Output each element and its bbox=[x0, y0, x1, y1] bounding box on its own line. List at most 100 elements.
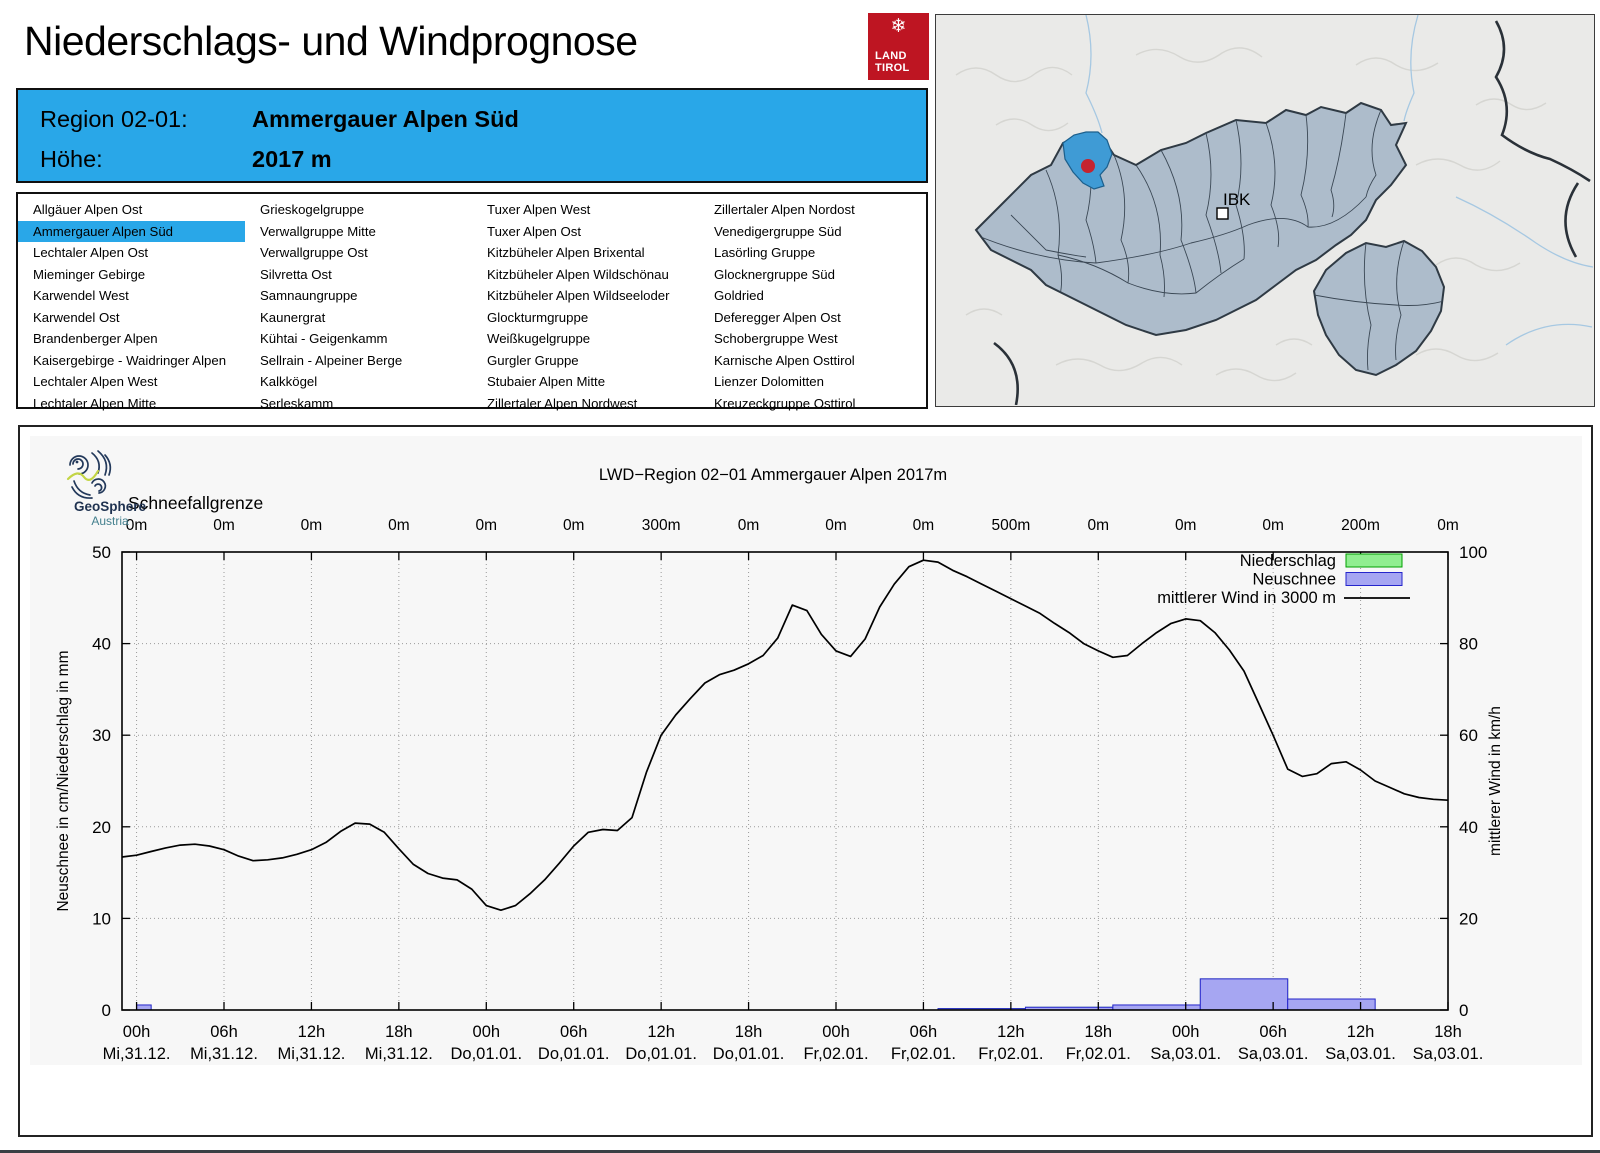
region-list-item[interactable]: Allgäuer Alpen Ost bbox=[33, 202, 143, 217]
snowline-value: 0m bbox=[825, 517, 847, 534]
x-date-label: Fr,02.01. bbox=[1066, 1045, 1131, 1063]
region-list-item[interactable]: Zillertaler Alpen Nordost bbox=[714, 202, 855, 217]
region-list-item[interactable]: Zillertaler Alpen Nordwest bbox=[487, 395, 638, 411]
altitude-label: Höhe: bbox=[40, 146, 103, 172]
region-list-item[interactable]: Kaisergebirge - Waidringer Alpen bbox=[33, 352, 227, 368]
region-list-item[interactable]: Deferegger Alpen Ost bbox=[714, 309, 841, 325]
region-list-item[interactable]: Venedigergruppe Süd bbox=[714, 223, 842, 239]
land-tirol-label: LAND TIROL bbox=[875, 50, 910, 74]
snowline-value: 0m bbox=[563, 517, 585, 534]
river-lines bbox=[1085, 15, 1593, 346]
chart-background bbox=[30, 436, 1582, 1065]
x-date-label: Sa,03.01. bbox=[1238, 1045, 1309, 1063]
neuschnee-bar bbox=[1287, 998, 1376, 1011]
x-date-label: Do,01.01. bbox=[451, 1045, 523, 1063]
country-border bbox=[993, 20, 1591, 405]
x-date-label: Sa,03.01. bbox=[1325, 1045, 1396, 1063]
region-list-item[interactable]: Mieminger Gebirge bbox=[33, 266, 146, 282]
land-tirol-logo: ❄ LAND TIROL bbox=[868, 13, 929, 80]
region-list-item[interactable]: Kitzbüheler Alpen Wildschönau bbox=[487, 266, 669, 282]
east-tirol-shape bbox=[1312, 239, 1446, 377]
region-list-item[interactable]: Goldried bbox=[714, 288, 764, 303]
region-list-item-selected[interactable]: Ammergauer Alpen Süd bbox=[18, 220, 245, 242]
region-list-item[interactable]: Kühtai - Geigenkamm bbox=[260, 331, 388, 346]
y-tick-label: 40 bbox=[92, 635, 111, 654]
region-list-item[interactable]: Gurgler Gruppe bbox=[487, 352, 579, 368]
x-hour-label: 06h bbox=[910, 1023, 938, 1041]
y2-tick-label: 80 bbox=[1459, 635, 1478, 654]
region-list-item[interactable]: Lasörling Gruppe bbox=[714, 245, 816, 260]
x-date-label: Fr,02.01. bbox=[803, 1045, 868, 1063]
region-list-item[interactable]: Kaunergrat bbox=[260, 309, 326, 325]
region-list-item[interactable]: Serleskamm bbox=[260, 395, 334, 411]
legend-label: Niederschlag bbox=[1240, 552, 1336, 570]
region-list-item[interactable]: Kalkkögel bbox=[260, 374, 318, 389]
snowline-value: 0m bbox=[476, 517, 498, 534]
legend-label: Neuschnee bbox=[1253, 571, 1336, 589]
region-list-item[interactable]: Sellrain - Alpeiner Berge bbox=[260, 352, 403, 368]
region-list-item[interactable]: Brandenberger Alpen bbox=[33, 331, 158, 346]
plot-frame bbox=[121, 551, 1449, 1011]
x-hour-label: 00h bbox=[822, 1023, 850, 1041]
y-tick-label: 20 bbox=[92, 818, 111, 837]
x-date-label: Mi,31.12. bbox=[190, 1045, 258, 1063]
x-date-label: Mi,31.12. bbox=[103, 1045, 171, 1063]
region-header: Region 02-01: Ammergauer Alpen Süd Höhe:… bbox=[16, 88, 928, 183]
snowline-value: 0m bbox=[388, 517, 410, 534]
x-date-label: Mi,31.12. bbox=[277, 1045, 345, 1063]
region-list-item[interactable]: Karwendel Ost bbox=[33, 309, 120, 325]
x-date-label: Sa,03.01. bbox=[1413, 1045, 1484, 1063]
x-hour-label: 06h bbox=[560, 1023, 588, 1041]
forecast-chart: 0 10 20 30 40 50 0 20 40 60 80 100 00h Mi,31.12. 0m 06h… bbox=[30, 436, 1582, 1065]
x-hour-label: 18h bbox=[735, 1023, 763, 1041]
region-list-item[interactable]: Kreuzeckgruppe Osttirol bbox=[714, 395, 856, 411]
snowflake-icon: ❄ bbox=[890, 16, 907, 37]
snowline-axis-label: Schneefallgrenze bbox=[128, 493, 263, 513]
y-tick-label: 50 bbox=[92, 543, 111, 562]
y-tick-label: 10 bbox=[92, 909, 111, 928]
region-list-item[interactable]: Grieskogelgruppe bbox=[260, 202, 365, 217]
x-hour-label: 00h bbox=[473, 1023, 501, 1041]
region-list-item[interactable]: Glocknergruppe Süd bbox=[714, 266, 835, 282]
region-list-item[interactable]: Verwallgruppe Mitte bbox=[260, 223, 376, 239]
y2-axis-title: mittlerer Wind in km/h bbox=[1487, 706, 1504, 856]
snowline-value: 0m bbox=[913, 517, 935, 534]
y-axis-title: Neuschnee in cm/Niederschlag in mm bbox=[55, 650, 72, 911]
region-list-column: Tuxer Alpen West Tuxer Alpen Ost Kitzbühel… bbox=[472, 199, 699, 414]
region-list-item[interactable]: Lechtaler Alpen West bbox=[33, 374, 158, 389]
region-list-item[interactable]: Verwallgruppe Ost bbox=[260, 245, 368, 260]
ibk-marker bbox=[1216, 207, 1229, 220]
region-list-item[interactable]: Tuxer Alpen West bbox=[487, 202, 591, 217]
x-hour-label: 18h bbox=[1434, 1023, 1462, 1041]
geosphere-logo: GeoSphere Austria bbox=[62, 449, 158, 528]
y2-tick-label: 60 bbox=[1459, 726, 1478, 745]
region-list-item[interactable]: Lechtaler Alpen Mitte bbox=[33, 395, 157, 411]
region-list-item[interactable]: Schobergruppe West bbox=[714, 331, 838, 346]
region-list-item[interactable]: Silvretta Ost bbox=[260, 266, 332, 282]
region-list-item[interactable]: Lechtaler Alpen Ost bbox=[33, 245, 149, 260]
x-date-label: Fr,02.01. bbox=[978, 1045, 1043, 1063]
region-list-item[interactable]: Karwendel West bbox=[33, 288, 129, 303]
y-tick-label: 30 bbox=[92, 726, 111, 745]
legend-label: mittlerer Wind in 3000 m bbox=[1157, 589, 1336, 607]
x-hour-label: 00h bbox=[123, 1023, 151, 1041]
y2-tick-label: 0 bbox=[1459, 1001, 1468, 1020]
x-hour-label: 12h bbox=[1347, 1023, 1375, 1041]
region-list-item[interactable]: Karnische Alpen Osttirol bbox=[714, 352, 855, 368]
region-list-item[interactable]: Glockturmgruppe bbox=[487, 309, 589, 325]
terrain-texture bbox=[955, 47, 1547, 382]
window-bottom-border bbox=[0, 1150, 1600, 1153]
region-list-item[interactable]: Lienzer Dolomitten bbox=[714, 374, 824, 389]
region-list-item[interactable]: Kitzbüheler Alpen Brixental bbox=[487, 245, 645, 260]
snowline-value: 0m bbox=[301, 517, 323, 534]
region-list-item[interactable]: Tuxer Alpen Ost bbox=[487, 223, 582, 239]
snowline-value: 0m bbox=[1437, 517, 1459, 534]
region-list-item[interactable]: Samnaungruppe bbox=[260, 288, 358, 303]
x-date-label: Sa,03.01. bbox=[1150, 1045, 1221, 1063]
region-list-item[interactable]: Stubaier Alpen Mitte bbox=[487, 374, 606, 389]
region-list-item[interactable]: Kitzbüheler Alpen Wildseeloder bbox=[487, 288, 670, 303]
region-list-item[interactable]: Weißkugelgruppe bbox=[487, 331, 591, 346]
ibk-label: IBK bbox=[1223, 190, 1251, 209]
page-title: Niederschlags- und Windprognose bbox=[24, 18, 638, 64]
